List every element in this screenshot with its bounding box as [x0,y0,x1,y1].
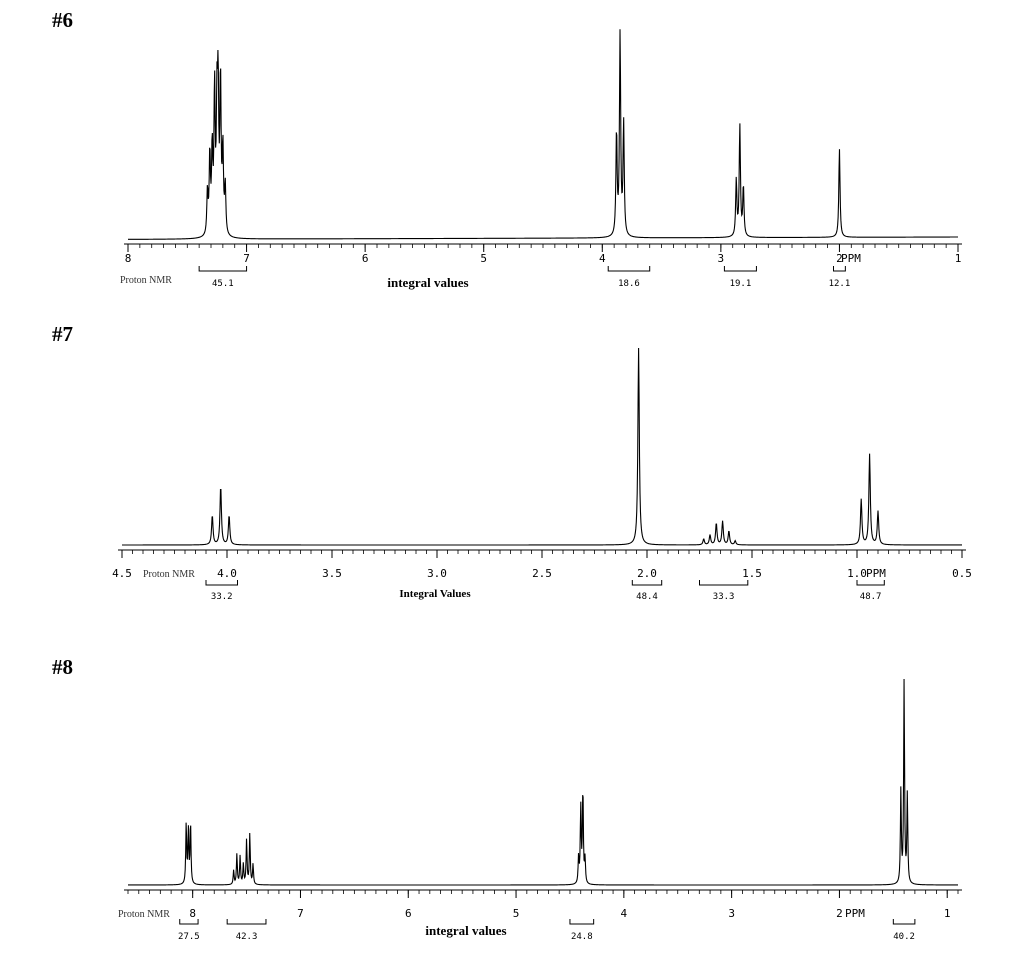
integral-value: 45.1 [212,279,234,289]
proton-nmr-label: Proton NMR [120,275,172,286]
integral-bracket [892,919,916,925]
tick-label: 4.0 [217,567,237,580]
spectrum-panel-6: 8 7 6 5 4 3 2 1 PPM Proton NMR integral values 45.1… [120,29,962,290]
integral-bracket [833,266,846,272]
integral-values-label: Integral Values [399,588,471,600]
integral-value: 48.4 [636,592,658,602]
spectrum-trace [128,679,958,886]
integral-bracket [198,266,248,272]
tick-label: 2.5 [532,567,552,580]
unit-label: PPM [841,252,861,265]
panel-label-7: #7 [52,322,73,346]
spectrum-trace [122,347,962,546]
tick-label: 2.0 [637,567,657,580]
integral-value: 48.7 [860,592,882,602]
proton-nmr-label: Proton NMR [143,569,195,580]
spectrum-trace [128,29,958,240]
tick-label: 5 [480,252,487,265]
integral-values-label: integral values [425,923,506,938]
tick-label: 0.5 [952,567,972,580]
tick-label: 6 [362,252,369,265]
integral-values-label: integral values [387,275,468,290]
tick-label: 3.5 [322,567,342,580]
spectrum-panel-7: 4.5 4.0 3.5 3.0 2.5 2.0 1.5 1.0 0.5 PPM Proton NMR… [112,347,972,602]
tick-label: 8 [125,252,132,265]
tick-label: 7 [243,252,250,265]
tick-label: 6 [405,907,412,920]
integral-bracket [205,580,238,586]
panel-label-8: #8 [52,655,73,679]
tick-label: 1.5 [742,567,762,580]
integral-bracket [226,919,267,925]
tick-label: 4 [599,252,606,265]
integral-value: 33.3 [713,592,735,602]
integral-bracket [723,266,757,272]
integral-bracket [179,919,199,925]
proton-nmr-label: Proton NMR [118,909,170,920]
tick-label: 2 [836,907,843,920]
tick-label: 2 [836,252,843,265]
integral-value: 24.8 [571,932,593,942]
panel-label-6: #6 [52,8,73,32]
tick-label: 5 [513,907,520,920]
integral-bracket [631,580,663,586]
integral-value: 19.1 [730,279,752,289]
tick-label: 4.5 [112,567,132,580]
integral-value: 27.5 [178,932,200,942]
tick-label: 3 [718,252,725,265]
tick-label: 7 [297,907,304,920]
integral-value: 12.1 [829,279,851,289]
unit-label: PPM [866,567,886,580]
spectrum-panel-8: 8 7 6 5 4 3 2 1 PPM Proton NMR integral values 27.5… [118,679,962,942]
integral-value: 42.3 [236,932,258,942]
integral-value: 33.2 [211,592,233,602]
integral-bracket [856,580,885,586]
tick-label: 8 [189,907,196,920]
unit-label: PPM [845,907,865,920]
integral-bracket [699,580,749,586]
integral-value: 40.2 [893,932,915,942]
integral-value: 18.6 [618,279,640,289]
tick-label: 1.0 [847,567,867,580]
tick-label: 1 [955,252,962,265]
integral-bracket [569,919,595,925]
tick-label: 3 [728,907,735,920]
tick-label: 1 [944,907,951,920]
integral-bracket [607,266,651,272]
tick-label: 3.0 [427,567,447,580]
tick-label: 4 [621,907,628,920]
